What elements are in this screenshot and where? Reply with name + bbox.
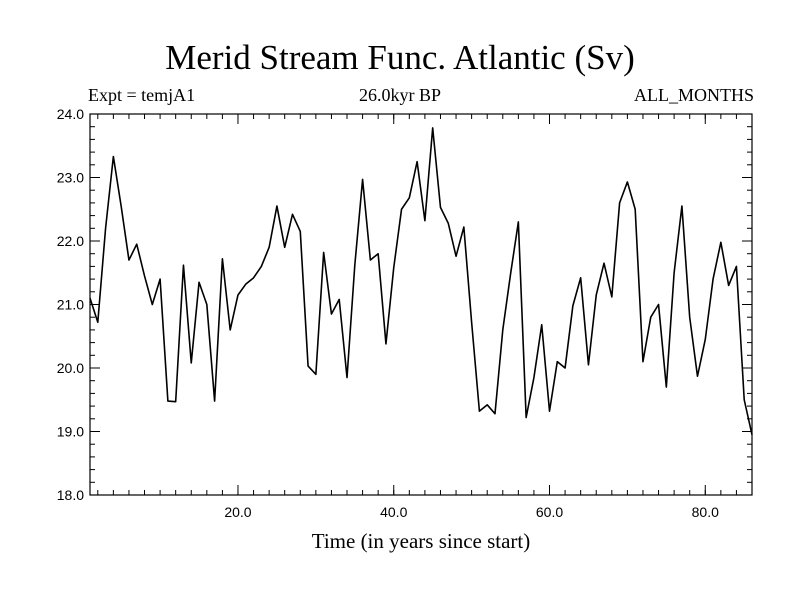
x-tick-label: 20.0 [224, 504, 251, 520]
months-label: ALL_MONTHS [634, 85, 754, 105]
y-tick-label: 19.0 [57, 424, 84, 440]
period-label: 26.0kyr BP [358, 85, 441, 105]
y-tick-label: 21.0 [57, 297, 84, 313]
series-line [89, 127, 753, 435]
x-tick-label: 80.0 [692, 504, 719, 520]
plot-frame [89, 113, 753, 496]
x-tick-label: 60.0 [536, 504, 563, 520]
y-tick-label: 20.0 [57, 360, 84, 376]
y-tick-label: 23.0 [57, 170, 84, 186]
experiment-label: Expt = temjA1 [88, 85, 196, 105]
tick-labels: 18.0 19.0 20.0 21.0 22.0 23.0 24.0 20.0 40.0 60.0… [57, 106, 719, 520]
x-axis-title: Time (in years since start) [312, 529, 531, 553]
axis-ticks [90, 113, 753, 496]
y-tick-label: 18.0 [57, 487, 84, 503]
y-tick-label: 24.0 [57, 106, 84, 122]
chart-title: Merid Stream Func. Atlantic (Sv) [165, 38, 635, 77]
y-tick-label: 22.0 [57, 233, 84, 249]
x-tick-label: 40.0 [380, 504, 407, 520]
